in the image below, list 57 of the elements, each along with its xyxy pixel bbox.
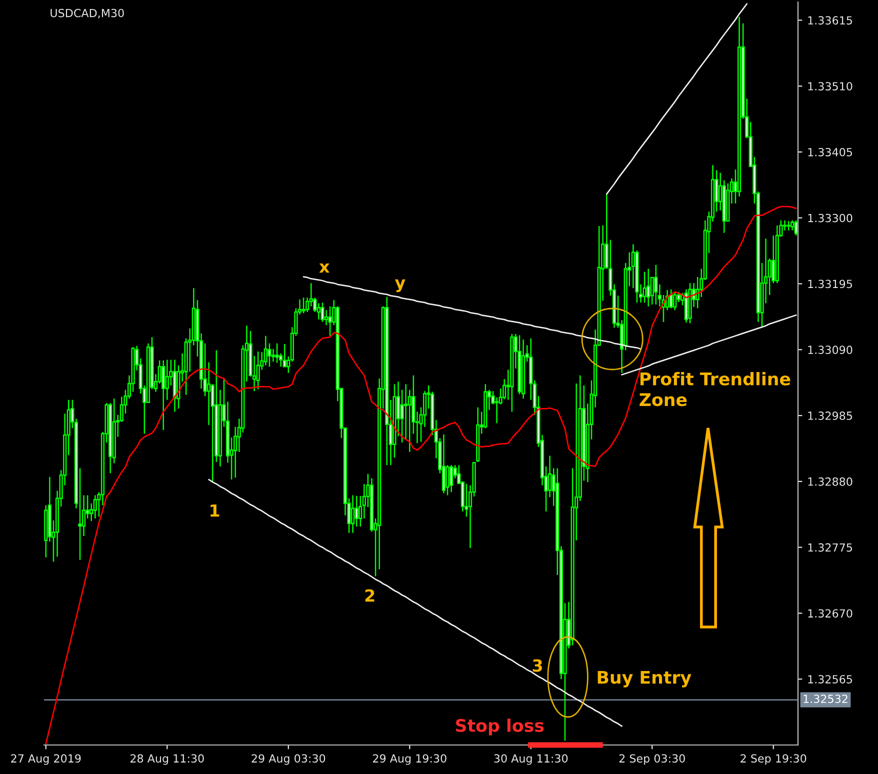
annotation: Profit Trendline Zone bbox=[640, 372, 790, 406]
candlestick bbox=[522, 338, 526, 400]
x-tick-label: 2 Sep 03:30 bbox=[619, 754, 685, 765]
candlestick bbox=[642, 271, 646, 304]
candlestick bbox=[256, 350, 260, 390]
y-tick-label: 1.33405 bbox=[808, 148, 852, 156]
candlestick bbox=[108, 402, 112, 474]
y-tick-label: 1.33195 bbox=[808, 280, 852, 288]
candlestick bbox=[646, 268, 650, 307]
candlestick bbox=[351, 494, 355, 534]
candlestick bbox=[172, 359, 177, 412]
y-tick-label: 1.32775 bbox=[808, 543, 852, 552]
candlestick bbox=[302, 296, 306, 314]
y-tick-label: 1.33615 bbox=[808, 16, 852, 25]
y-tick-label: 1.32565 bbox=[808, 675, 852, 684]
annotation: 3 bbox=[532, 659, 542, 672]
candlestick bbox=[688, 282, 692, 324]
x-tick-label: 2 Sep 19:30 bbox=[740, 754, 806, 765]
y-tick-label: 1.33090 bbox=[808, 346, 852, 354]
candlestick bbox=[476, 406, 480, 463]
x-tick-label: 30 Aug 11:30 bbox=[494, 754, 568, 765]
y-tick-label: 1.33510 bbox=[808, 82, 852, 90]
candlestick bbox=[654, 264, 658, 306]
candlestick bbox=[673, 291, 677, 311]
candlestick bbox=[93, 494, 97, 520]
y-tick-label: 1.32985 bbox=[808, 412, 852, 420]
candlestick bbox=[442, 434, 446, 494]
candlestick bbox=[264, 335, 268, 366]
x-tick-label: 28 Aug 11:30 bbox=[130, 754, 204, 765]
annotation: x bbox=[319, 263, 330, 273]
candlestick bbox=[786, 220, 790, 232]
x-tick-label: 29 Aug 19:30 bbox=[372, 754, 446, 765]
candlestick bbox=[790, 220, 794, 232]
candlestick bbox=[794, 220, 798, 236]
annotation: 2 bbox=[365, 589, 374, 602]
y-tick-label: 1.32670 bbox=[808, 609, 852, 618]
candlestick bbox=[162, 360, 166, 431]
annotation: 1 bbox=[210, 504, 220, 517]
candlestick bbox=[518, 334, 522, 395]
candlestick bbox=[320, 302, 324, 323]
annotation: y bbox=[394, 279, 406, 292]
x-tick-label: 27 Aug 2019 bbox=[11, 754, 81, 765]
annotation: Buy Entry bbox=[598, 671, 692, 688]
candlestick bbox=[450, 464, 454, 493]
candlestick bbox=[510, 333, 514, 412]
candlestick bbox=[275, 342, 279, 364]
y-tick-label: 1.33300 bbox=[808, 214, 852, 222]
y-tick-label: 1.32880 bbox=[808, 477, 852, 486]
candlestick bbox=[669, 288, 673, 309]
line-series bbox=[302, 276, 642, 350]
line-series bbox=[606, 3, 748, 195]
text: USDCAD,M30 bbox=[50, 8, 124, 18]
ref-line-label: 1.32532 bbox=[804, 694, 848, 704]
candlestick bbox=[385, 296, 389, 466]
annotation: Stop loss bbox=[456, 718, 544, 736]
x-tick-label: 29 Aug 03:30 bbox=[252, 754, 326, 765]
candlestick bbox=[775, 224, 779, 284]
